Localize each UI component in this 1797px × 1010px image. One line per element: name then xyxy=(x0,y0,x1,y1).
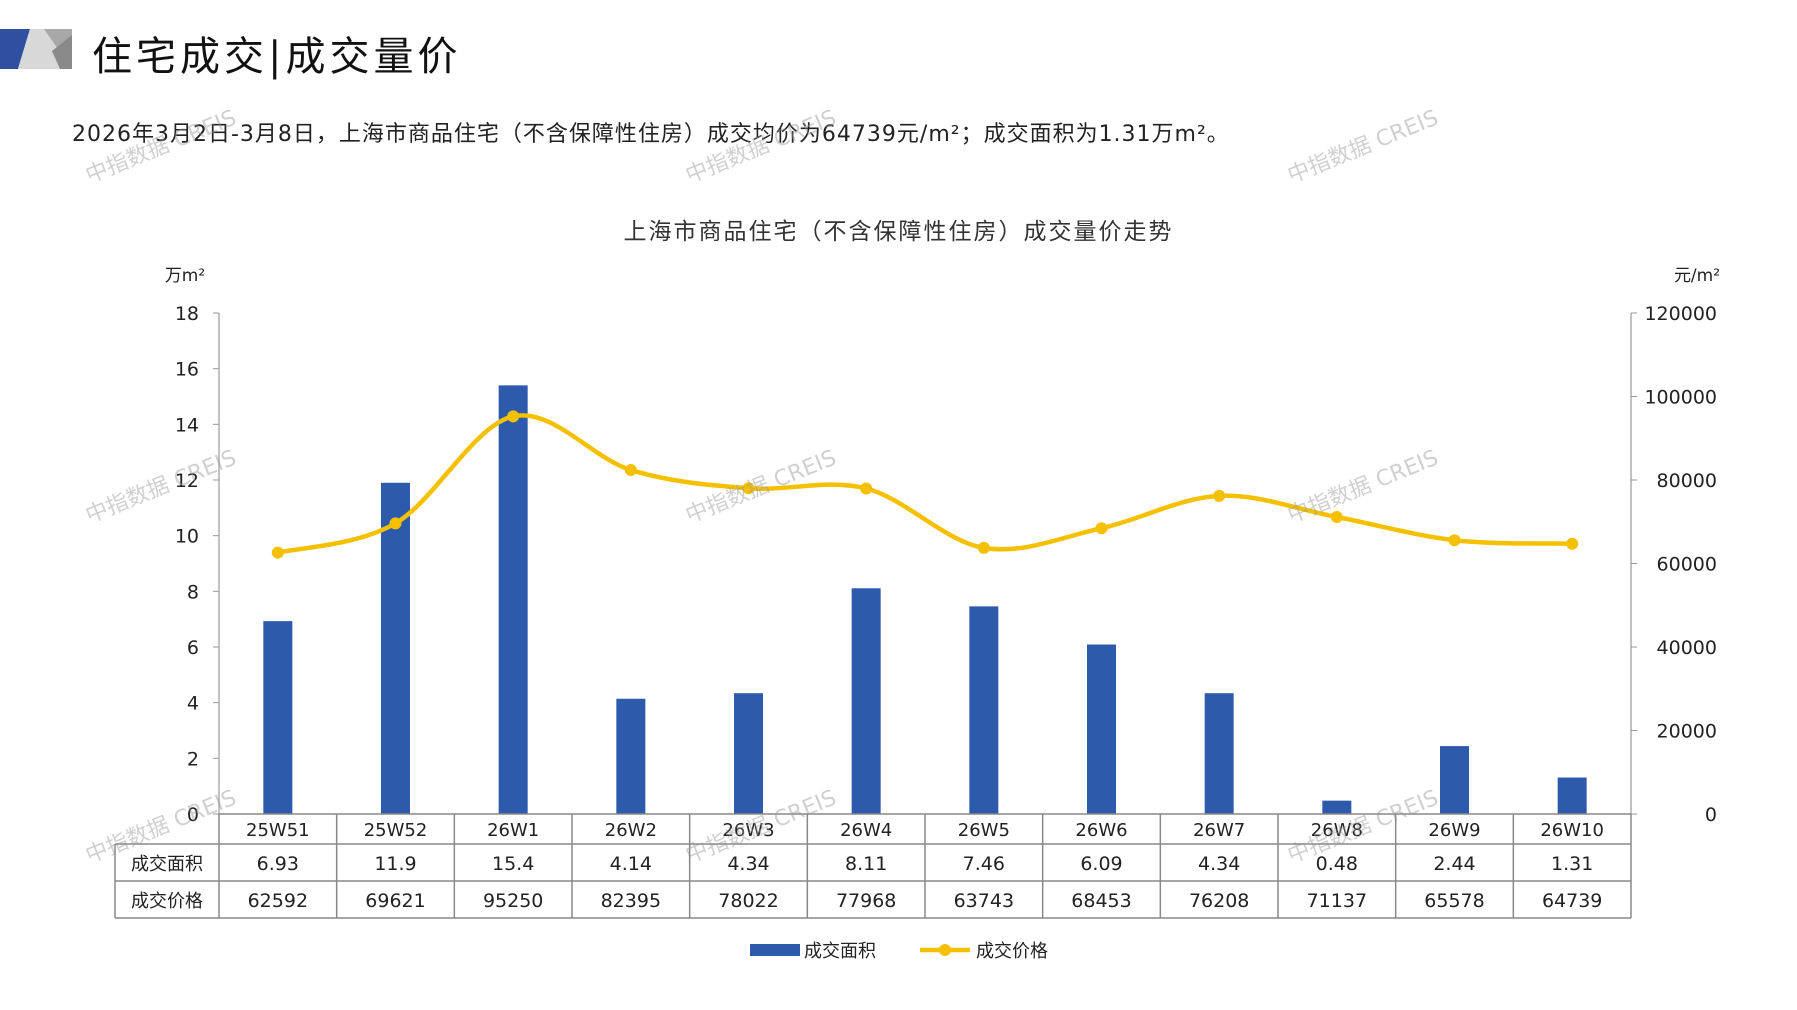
x-tick-label: 26W10 xyxy=(1540,820,1604,841)
table-cell-area: 6.93 xyxy=(257,853,299,875)
x-tick-label: 25W51 xyxy=(246,820,310,841)
table-row-header-area: 成交面积 xyxy=(131,854,203,875)
y-left-tick-label: 10 xyxy=(175,526,199,548)
bar-26W2 xyxy=(616,698,646,814)
y-right-tick-label: 80000 xyxy=(1657,470,1717,492)
table-cell-price: 71137 xyxy=(1307,890,1367,912)
table-cell-price: 63743 xyxy=(954,890,1014,912)
legend-bar-swatch xyxy=(750,944,800,956)
bar-26W9 xyxy=(1440,746,1469,814)
y-right-unit: 元/m² xyxy=(1674,266,1720,286)
price-point-26W2 xyxy=(624,464,637,477)
x-tick-label: 26W2 xyxy=(605,820,657,841)
bar-26W1 xyxy=(498,385,528,814)
logo-icon xyxy=(0,29,72,69)
table-cell-area: 15.4 xyxy=(492,853,534,875)
price-point-26W3 xyxy=(742,482,755,495)
y-left-tick-label: 2 xyxy=(187,748,199,770)
table-cell-area: 0.48 xyxy=(1316,853,1358,875)
y-left-tick-label: 8 xyxy=(187,581,199,603)
table-cell-price: 64739 xyxy=(1542,890,1602,912)
y-right-tick-label: 60000 xyxy=(1657,554,1717,576)
table-cell-area: 1.31 xyxy=(1551,853,1593,875)
x-tick-label: 26W4 xyxy=(840,820,892,841)
bar-26W5 xyxy=(969,606,999,814)
table-cell-area: 4.14 xyxy=(610,853,652,875)
page-title: 住宅成交|成交量价 xyxy=(92,34,462,80)
bar-25W51 xyxy=(263,621,293,814)
x-tick-label: 26W8 xyxy=(1311,820,1363,841)
legend-line-marker xyxy=(939,944,951,956)
price-point-26W6 xyxy=(1095,522,1108,535)
summary-text: 2026年3月2日-3月8日，上海市商品住宅（不含保障性住房）成交均价为6473… xyxy=(72,122,1230,147)
price-point-26W1 xyxy=(507,410,520,423)
price-point-26W4 xyxy=(860,482,873,495)
price-point-26W7 xyxy=(1213,489,1226,502)
bar-26W4 xyxy=(851,588,881,814)
y-left-tick-label: 16 xyxy=(175,359,199,381)
y-left-tick-label: 0 xyxy=(187,804,199,826)
legend-label-price: 成交价格 xyxy=(976,941,1048,962)
table-cell-price: 62592 xyxy=(248,890,308,912)
price-point-26W5 xyxy=(977,541,990,554)
y-right-tick-label: 100000 xyxy=(1644,387,1717,409)
table-cell-area: 8.11 xyxy=(845,853,887,875)
y-left-tick-label: 12 xyxy=(175,470,199,492)
x-tick-label: 25W52 xyxy=(364,820,428,841)
x-tick-label: 26W5 xyxy=(958,820,1010,841)
bar-26W6 xyxy=(1087,644,1116,814)
table-cell-area: 11.9 xyxy=(374,853,416,875)
price-point-25W51 xyxy=(271,546,284,559)
y-left-tick-label: 18 xyxy=(175,303,199,325)
price-point-25W52 xyxy=(389,517,402,530)
table-cell-area: 7.46 xyxy=(963,853,1005,875)
y-right-tick-label: 120000 xyxy=(1644,303,1717,325)
price-point-26W10 xyxy=(1566,537,1579,550)
x-tick-label: 26W9 xyxy=(1428,820,1480,841)
x-tick-label: 26W3 xyxy=(722,820,774,841)
chart-title: 上海市商品住宅（不含保障性住房）成交量价走势 xyxy=(623,219,1174,245)
table-cell-area: 6.09 xyxy=(1080,853,1122,875)
bar-26W3 xyxy=(734,693,763,814)
table-cell-price: 68453 xyxy=(1071,890,1131,912)
price-point-26W8 xyxy=(1330,511,1343,524)
table-row-header-price: 成交价格 xyxy=(131,891,203,912)
table-cell-price: 76208 xyxy=(1189,890,1249,912)
x-tick-label: 26W6 xyxy=(1075,820,1127,841)
table-cell-area: 4.34 xyxy=(727,853,769,875)
table-cell-price: 82395 xyxy=(601,890,661,912)
price-line xyxy=(277,413,1573,555)
bar-26W10 xyxy=(1557,777,1587,814)
table-cell-price: 78022 xyxy=(718,890,778,912)
y-right-tick-label: 40000 xyxy=(1657,637,1717,659)
table-cell-price: 77968 xyxy=(836,890,896,912)
legend-label-area: 成交面积 xyxy=(804,941,876,962)
bar-26W7 xyxy=(1204,693,1234,814)
table-cell-area: 2.44 xyxy=(1433,853,1475,875)
bar-25W52 xyxy=(381,482,410,814)
table-cell-price: 95250 xyxy=(483,890,543,912)
table-cell-price: 69621 xyxy=(365,890,425,912)
x-tick-label: 26W1 xyxy=(487,820,539,841)
table-cell-area: 4.34 xyxy=(1198,853,1240,875)
x-tick-label: 26W7 xyxy=(1193,820,1245,841)
y-left-tick-label: 6 xyxy=(187,637,199,659)
y-left-tick-label: 4 xyxy=(187,693,199,715)
y-left-tick-label: 14 xyxy=(175,414,199,436)
y-right-tick-label: 20000 xyxy=(1657,721,1717,743)
y-left-unit: 万m² xyxy=(165,266,205,286)
table-cell-price: 65578 xyxy=(1424,890,1484,912)
price-point-26W9 xyxy=(1448,534,1461,547)
bar-26W8 xyxy=(1322,800,1352,814)
y-right-tick-label: 0 xyxy=(1705,804,1717,826)
